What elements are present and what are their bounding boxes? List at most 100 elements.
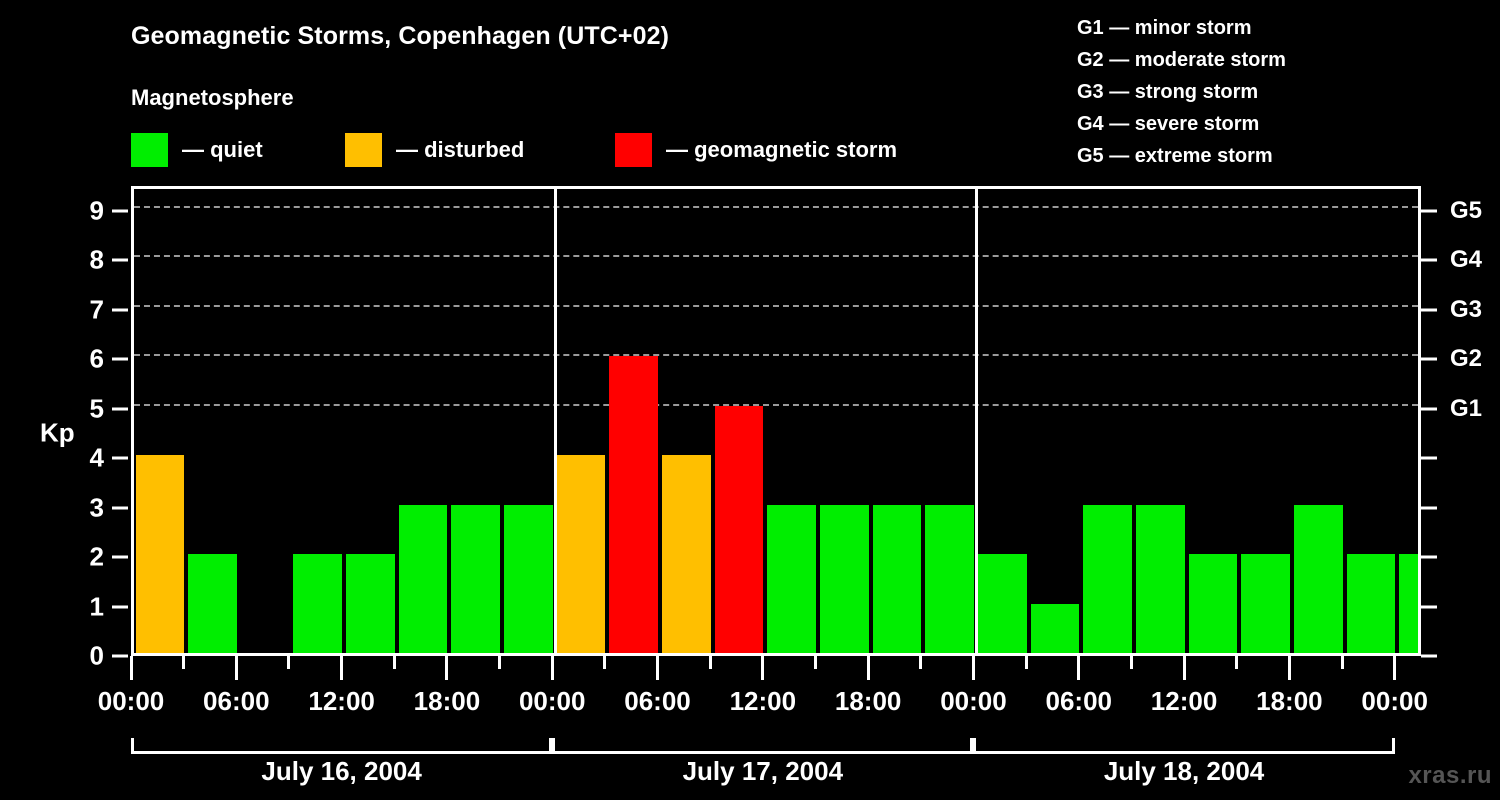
bar xyxy=(1083,504,1132,653)
g-scale-entry: G1 — minor storm xyxy=(1077,17,1252,39)
g-axis-tick-mark xyxy=(1421,258,1437,262)
y-axis-tick-label: 2 xyxy=(89,541,104,572)
x-axis-tick-minor xyxy=(603,656,607,669)
g-scale-legend: G1 — minor storm G2 — moderate storm G3 — … xyxy=(1077,12,1286,172)
x-axis-tick-label: 12:00 xyxy=(729,686,797,716)
x-axis-tick-minor xyxy=(287,656,291,669)
x-axis-tick-major xyxy=(1077,656,1081,680)
page-title: Geomagnetic Storms, Copenhagen (UTC+02) xyxy=(131,22,670,50)
chart-subtitle: Magnetosphere xyxy=(131,85,294,110)
day-separator xyxy=(974,189,978,653)
g-axis-tick-mark xyxy=(1421,555,1437,559)
g-scale-entry: G3 — strong storm xyxy=(1077,81,1259,103)
date-bracket xyxy=(973,738,1395,754)
x-axis-tick-label: 00:00 xyxy=(97,686,165,716)
g-axis-tick-mark xyxy=(1421,308,1437,312)
y-axis-tick-mark xyxy=(112,308,128,312)
x-axis-tick-label: 18:00 xyxy=(1256,686,1323,716)
bar xyxy=(504,504,553,653)
y-axis-tick-mark xyxy=(112,605,128,609)
legend-item-label: — quiet xyxy=(182,137,263,162)
g-axis-tick-mark xyxy=(1421,357,1437,361)
x-axis-tick-major xyxy=(971,656,975,680)
bar xyxy=(819,504,869,653)
day-separator xyxy=(553,189,557,653)
bar xyxy=(1399,554,1418,653)
x-axis-tick-label: 06:00 xyxy=(203,686,270,716)
y-axis-tick-label: 9 xyxy=(89,195,104,226)
green-swatch xyxy=(131,133,168,167)
y-axis-tick-label: 6 xyxy=(89,343,104,374)
y-axis-tick-label: 1 xyxy=(89,591,104,622)
x-axis-tick-label: 06:00 xyxy=(624,686,691,716)
bar xyxy=(1188,554,1238,653)
x-axis-tick-label: 12:00 xyxy=(1150,686,1218,716)
y-axis-tick-mark xyxy=(112,357,128,361)
legend-item: — quiet xyxy=(131,133,263,167)
x-axis-tick-major xyxy=(340,656,344,680)
g-axis: G1 G2 G3 G4 G5 xyxy=(1421,186,1500,658)
g-axis-tick-label: G3 xyxy=(1450,295,1483,323)
y-axis-tick-mark xyxy=(112,258,128,262)
bar xyxy=(767,504,816,653)
bar xyxy=(1293,504,1343,653)
y-axis-tick-mark xyxy=(112,555,128,559)
bar xyxy=(1346,554,1396,653)
g-scale-entry: G2 — moderate storm xyxy=(1077,49,1286,71)
x-axis-tick-minor xyxy=(1340,656,1344,669)
g-axis-tick-mark xyxy=(1421,654,1437,658)
y-axis-tick-mark xyxy=(112,506,128,510)
x-axis-tick-minor xyxy=(1024,656,1028,669)
g-axis-tick-label: G4 xyxy=(1450,246,1483,274)
g-axis-tick-mark xyxy=(1421,506,1437,510)
x-axis-tick-label: 18:00 xyxy=(834,686,902,716)
bar xyxy=(346,554,395,653)
x-axis-tick-minor xyxy=(498,656,502,669)
x-axis-labels: 00:00 06:00 12:00 18:00 00:00 06:00 12:00 18:00… xyxy=(0,686,1500,720)
x-axis-tick-minor xyxy=(392,656,396,669)
x-axis-tick-major xyxy=(550,656,554,680)
x-axis-tick-label: 00:00 xyxy=(518,686,586,716)
legend-item: — geomagnetic storm xyxy=(615,133,897,167)
plot-area xyxy=(131,186,1421,656)
x-axis-tick-major xyxy=(1287,656,1291,680)
orange-swatch xyxy=(345,133,382,167)
g-axis-tick-mark xyxy=(1421,407,1437,411)
bar xyxy=(662,455,711,653)
date-label: July 16, 2004 xyxy=(261,756,422,786)
bar xyxy=(135,455,185,653)
g-axis-tick-mark xyxy=(1421,456,1437,460)
x-axis-tick-minor xyxy=(813,656,817,669)
y-axis-tick-mark xyxy=(112,456,128,460)
x-axis-tick-minor xyxy=(919,656,923,669)
bar xyxy=(977,554,1027,653)
bar xyxy=(398,504,448,653)
x-axis-tick-major xyxy=(866,656,870,680)
x-axis-tick-major xyxy=(656,656,660,680)
x-axis-tick-major xyxy=(1393,656,1397,680)
x-axis-tick-major xyxy=(761,656,765,680)
x-axis-tick-major xyxy=(129,656,133,680)
y-axis-title: Kp xyxy=(40,417,75,448)
bar xyxy=(1135,504,1185,653)
gridline xyxy=(134,304,1418,307)
bar xyxy=(714,405,764,653)
bar xyxy=(1030,603,1080,653)
gridline xyxy=(134,354,1418,357)
g-axis-tick-mark xyxy=(1421,605,1437,609)
y-axis: 0 1 2 3 4 5 6 7 8 9 Kp xyxy=(0,186,128,671)
x-axis-tick-major xyxy=(445,656,449,680)
legend-item: — disturbed xyxy=(345,133,524,167)
date-bracket xyxy=(552,738,974,754)
bar xyxy=(872,504,922,653)
bar xyxy=(293,554,343,653)
g-axis-tick-mark xyxy=(1421,209,1437,213)
x-axis-tick-label: 06:00 xyxy=(1045,686,1113,716)
x-axis-ticks xyxy=(0,656,1500,682)
y-axis-tick-label: 3 xyxy=(89,492,104,523)
x-axis-tick-label: 00:00 xyxy=(1361,686,1428,716)
y-axis-tick-label: 7 xyxy=(89,294,104,325)
g-axis-tick-label: G5 xyxy=(1450,196,1483,224)
bar xyxy=(1241,554,1290,653)
x-axis-tick-label: 18:00 xyxy=(413,686,481,716)
